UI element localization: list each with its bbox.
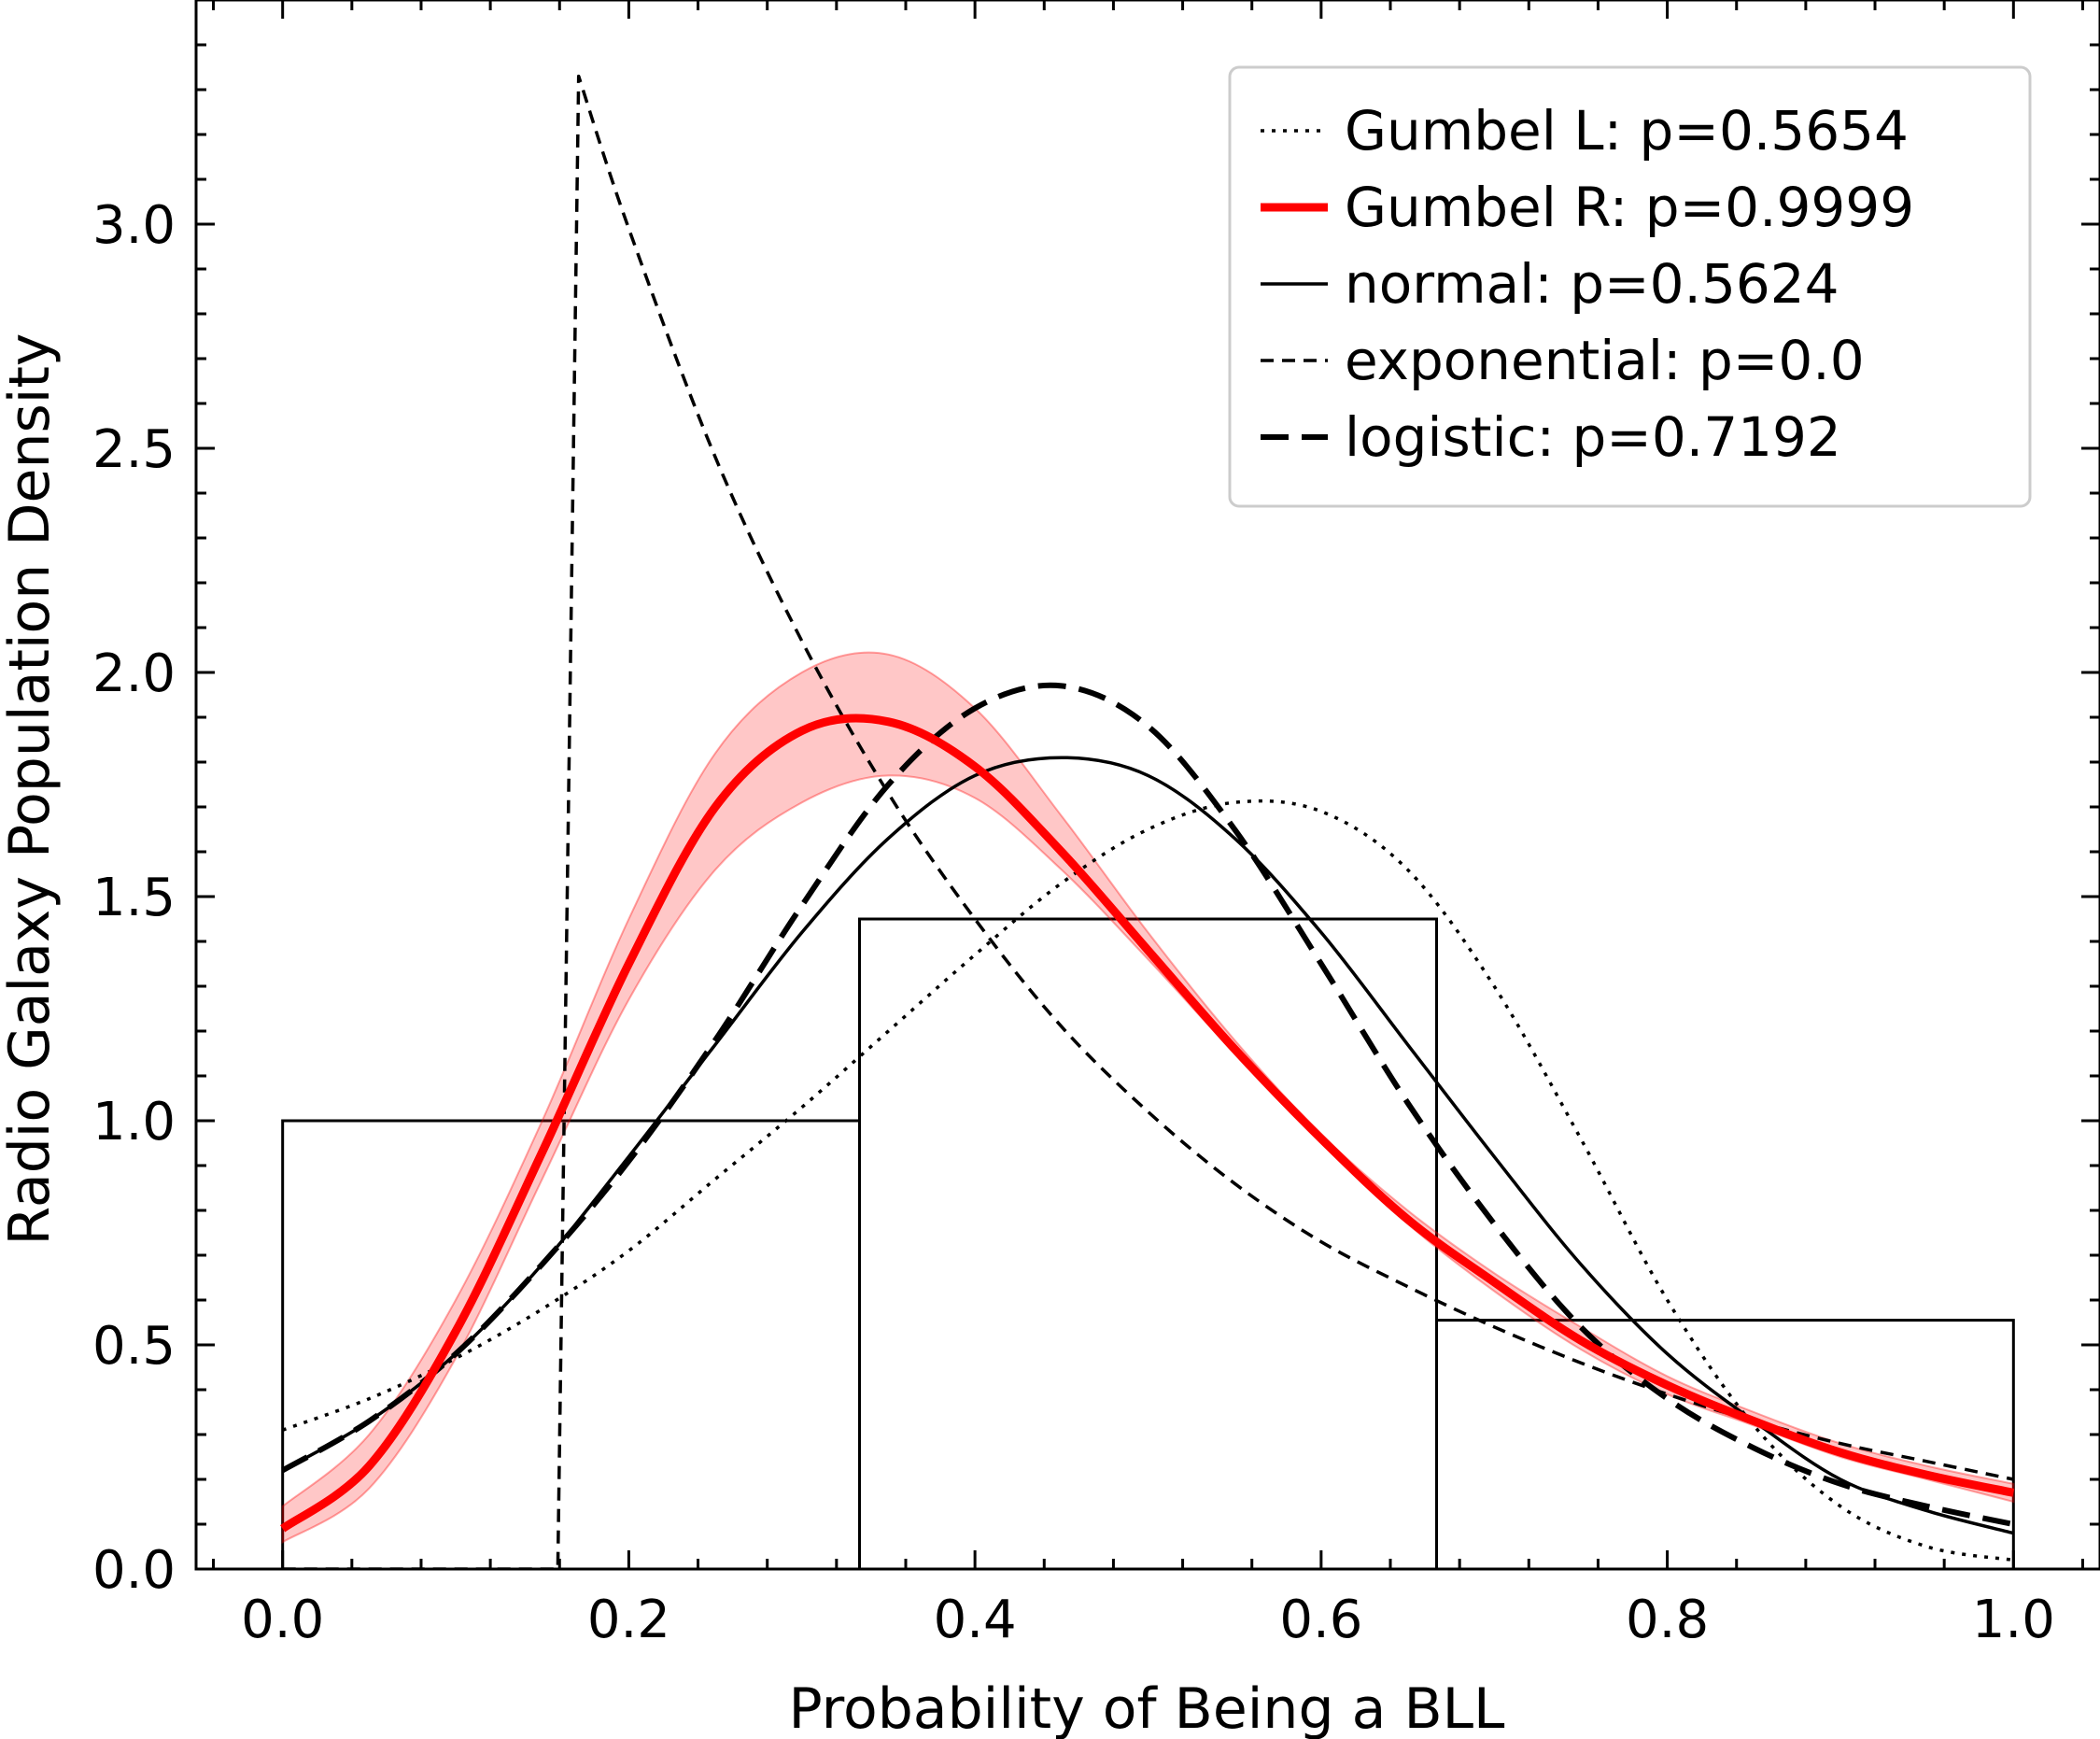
- series-lines: [280, 74, 2015, 1569]
- legend-frame: [1228, 65, 2032, 508]
- exponential-line: [282, 74, 2014, 1569]
- x-tick-label: 0.2: [587, 1590, 670, 1650]
- legend-label-logistic: logistic: p=0.7192: [1345, 405, 1841, 469]
- y-tick-label: 1.5: [92, 868, 176, 928]
- gumbel-l-line: [282, 799, 2014, 1562]
- x-tick-label: 1.0: [1972, 1590, 2055, 1650]
- x-axis-label: Probability of Being a BLL: [789, 1676, 1506, 1739]
- y-tick-label: 1.0: [92, 1092, 176, 1152]
- legend-label-gumbel-r: Gumbel R: p=0.9999: [1345, 176, 1914, 239]
- histogram-bar: [1435, 1319, 2015, 1571]
- y-tick-label: 0.5: [92, 1316, 176, 1377]
- histogram-bar: [281, 1119, 861, 1571]
- legend: Gumbel L: p=0.5654 Gumbel R: p=0.9999 norm…: [1228, 65, 2032, 508]
- histogram-bar: [857, 917, 1439, 1571]
- plot-frame: [194, 0, 2100, 1571]
- x-tick-label: 0.0: [241, 1590, 324, 1650]
- x-tick-labels: 0.0 0.2 0.4 0.6 0.8 1.0: [241, 1590, 2055, 1650]
- axis-ticks: [196, 0, 2100, 1571]
- y-axis-label: Radio Galaxy Population Density: [0, 333, 63, 1246]
- confidence-band: [281, 651, 2015, 1545]
- x-tick-label: 0.8: [1626, 1590, 1709, 1650]
- gumbel-r-line: [280, 714, 2015, 1533]
- legend-label-normal: normal: p=0.5624: [1345, 252, 1839, 316]
- y-tick-label: 2.5: [92, 419, 176, 480]
- gumbel-r-confidence-band: [281, 651, 2015, 1545]
- logistic-line: [281, 682, 2014, 1527]
- y-tick-label: 3.0: [92, 195, 176, 256]
- y-tick-label: 0.0: [92, 1540, 176, 1601]
- histogram: [281, 917, 2015, 1571]
- x-tick-label: 0.4: [934, 1590, 1017, 1650]
- legend-label-gumbel-l: Gumbel L: p=0.5654: [1345, 99, 1909, 163]
- legend-label-exponential: exponential: p=0.0: [1345, 329, 1865, 392]
- y-tick-labels: 0.0 0.5 1.0 1.5 2.0 2.5 3.0: [92, 195, 176, 1601]
- x-tick-label: 0.6: [1279, 1590, 1362, 1650]
- y-tick-label: 2.0: [92, 643, 176, 704]
